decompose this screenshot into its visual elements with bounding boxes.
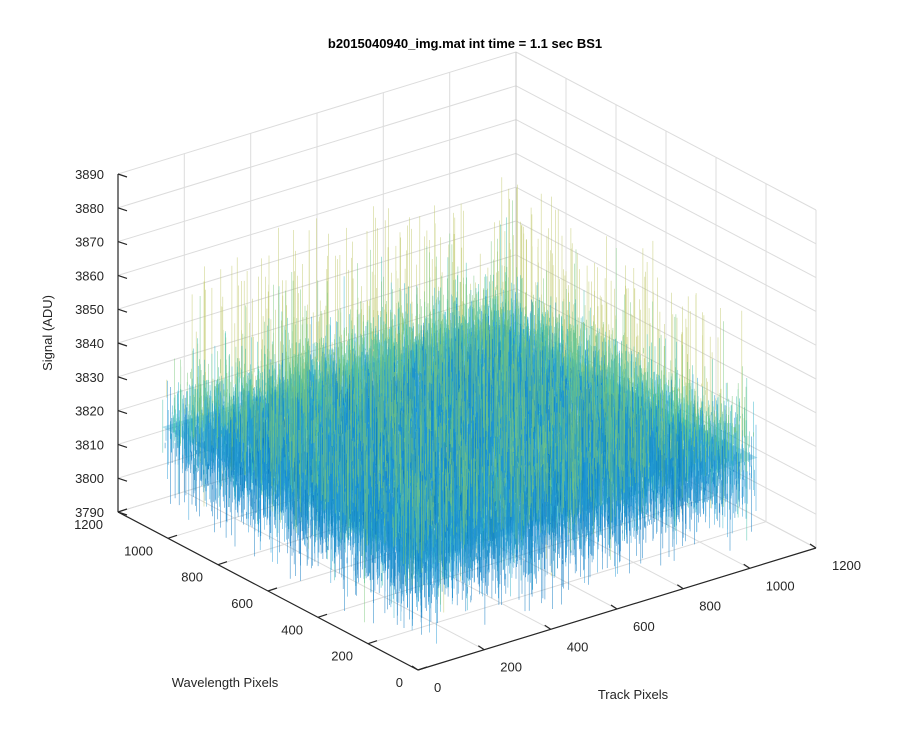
grid-line-back-right-z	[515, 85, 817, 245]
z-tick-label: 3890	[75, 167, 104, 182]
grid-line-back-left-z	[117, 119, 517, 243]
z-tick-mark	[117, 342, 128, 347]
z-tick-mark	[117, 376, 128, 381]
axes	[117, 173, 817, 671]
y-tick-label: 400	[281, 622, 303, 637]
grid-line-back-left-z	[117, 152, 517, 276]
y-tick-mark	[367, 640, 378, 645]
z-tick-mark	[117, 241, 128, 246]
z-tick-label: 3820	[75, 404, 104, 419]
z-tick-mark	[117, 477, 128, 482]
y-tick-mark	[167, 534, 178, 539]
y-tick-mark	[217, 561, 228, 566]
z-tick-mark	[117, 274, 128, 279]
x-tick-mark	[676, 584, 684, 590]
y-tick-mark	[267, 587, 278, 592]
grid-line-back-right-z	[515, 152, 817, 312]
y-tick-label: 800	[181, 570, 203, 585]
z-tick-label: 3840	[75, 336, 104, 351]
z-tick-mark	[117, 207, 128, 212]
z-tick-label: 3860	[75, 268, 104, 283]
y-tick-label: 0	[396, 675, 403, 690]
grid-line-back-right-z	[515, 186, 817, 346]
x-tick-label: 400	[567, 639, 589, 654]
z-tick-label: 3830	[75, 370, 104, 385]
x-tick-label: 200	[500, 660, 522, 675]
grid-line-back-right-z	[515, 51, 817, 211]
tick-labels: 0 200 400 600 800 1000 1200 0 200 400 600 800 1000 12…	[74, 167, 861, 695]
z-tick-label: 3880	[75, 201, 104, 216]
grid-line-back-left-z	[117, 51, 517, 175]
x-tick-label: 0	[434, 680, 441, 695]
z-tick-mark	[117, 308, 128, 313]
y-tick-mark	[417, 666, 428, 671]
z-tick-label: 3810	[75, 437, 104, 452]
x-tick-mark	[610, 604, 618, 610]
x-tick-label: 600	[633, 619, 655, 634]
surface	[162, 177, 758, 644]
x-axis-label: Track Pixels	[598, 687, 669, 702]
y-tick-label: 1200	[74, 517, 103, 532]
z-tick-mark	[117, 173, 128, 178]
grid-line-back-left-z	[117, 186, 517, 310]
z-tick-mark	[117, 443, 128, 448]
z-tick-label: 3790	[75, 505, 104, 520]
grid-line-floor-y	[367, 521, 767, 645]
grid-line-back-right-z	[515, 220, 817, 380]
x-tick-mark	[411, 665, 419, 671]
x-tick-mark	[809, 543, 817, 549]
x-tick-label: 1000	[766, 578, 795, 593]
y-tick-label: 200	[331, 649, 353, 664]
x-tick-mark	[743, 563, 751, 569]
surface-mesh	[174, 200, 754, 623]
y-axis-label: Wavelength Pixels	[172, 675, 279, 690]
x-tick-label: 1200	[832, 558, 861, 573]
y-tick-label: 1000	[124, 543, 153, 558]
z-tick-label: 3870	[75, 235, 104, 250]
z-tick-label: 3800	[75, 471, 104, 486]
grid-line-back-right-z	[515, 119, 817, 279]
grid-line-back-left-z	[117, 85, 517, 209]
z-axis-label: Signal (ADU)	[40, 295, 55, 371]
z-tick-mark	[117, 511, 128, 516]
y-tick-mark	[117, 508, 128, 513]
y-tick-mark	[317, 613, 328, 618]
chart-title: b2015040940_img.mat int time = 1.1 sec B…	[328, 36, 602, 51]
y-tick-label: 600	[231, 596, 253, 611]
x-tick-mark	[544, 624, 552, 630]
x-tick-mark	[477, 645, 485, 651]
x-tick-label: 800	[699, 599, 721, 614]
z-tick-mark	[117, 410, 128, 415]
z-tick-label: 3850	[75, 302, 104, 317]
